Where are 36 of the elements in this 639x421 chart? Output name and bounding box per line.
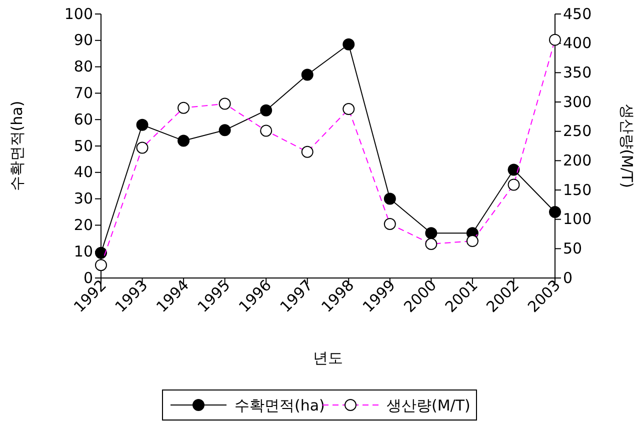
y-tick-label: 40 bbox=[74, 163, 93, 182]
point bbox=[549, 206, 561, 218]
y2-tick-label: 250 bbox=[563, 122, 592, 140]
y-tick-label: 90 bbox=[74, 31, 93, 50]
point bbox=[136, 118, 148, 131]
y2-axis-title: 생산량(M/T) bbox=[618, 104, 636, 188]
y-tick-label: 30 bbox=[74, 190, 93, 208]
y2-tick-label: 400 bbox=[563, 34, 592, 52]
y-tick-label: 100 bbox=[64, 4, 93, 23]
y2-tick-label: 450 bbox=[563, 4, 592, 23]
y-tick-label: 20 bbox=[74, 216, 93, 234]
y2-tick-label: 0 bbox=[563, 268, 573, 287]
y2-tick-label: 300 bbox=[563, 92, 592, 111]
point bbox=[342, 38, 355, 50]
y2-tick-label: 350 bbox=[563, 63, 592, 82]
y2-tick-label: 50 bbox=[563, 239, 582, 258]
point bbox=[508, 164, 520, 176]
point bbox=[260, 104, 272, 116]
y2-tick-label: 200 bbox=[563, 151, 592, 170]
y2-tick-label: 150 bbox=[563, 180, 592, 199]
point bbox=[178, 134, 190, 147]
y-tick-label: 50 bbox=[74, 136, 93, 155]
point bbox=[218, 124, 231, 136]
y-tick-label: 60 bbox=[74, 110, 93, 128]
y-tick-label: 70 bbox=[74, 84, 93, 102]
y-axis-title: 수확면적(ha) bbox=[8, 100, 26, 192]
legend-label: 수확면적(ha) bbox=[234, 396, 325, 414]
x-axis-title: 년도 bbox=[313, 349, 343, 367]
point bbox=[95, 246, 107, 259]
y2-tick-label: 100 bbox=[563, 210, 592, 228]
point bbox=[301, 68, 314, 81]
legend-label: 생산량(M/T) bbox=[386, 396, 470, 414]
y-tick-label: 80 bbox=[74, 58, 93, 76]
y-tick-label: 10 bbox=[74, 242, 93, 260]
point bbox=[425, 227, 438, 240]
point bbox=[384, 192, 396, 205]
